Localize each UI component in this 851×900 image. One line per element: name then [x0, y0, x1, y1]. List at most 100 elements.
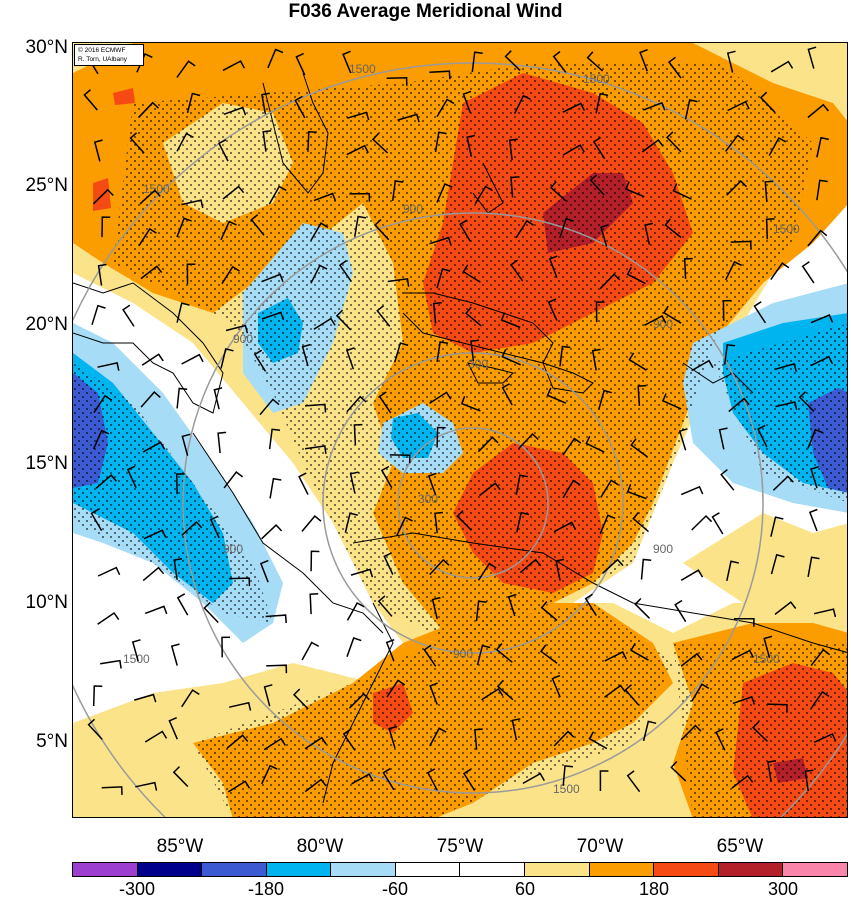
wind-barb: [92, 685, 103, 707]
wind-barb: [474, 185, 493, 204]
wind-barb: [813, 608, 837, 618]
wind-barb: [139, 189, 161, 205]
wind-barb: [667, 56, 682, 79]
wind-barb: [265, 614, 287, 624]
wind-barb: [93, 139, 103, 162]
map-panel: 1500 1500 1500 1500 1500 1500 1500 900 9…: [72, 42, 848, 818]
wind-barb: [186, 92, 201, 114]
wind-barb: [391, 180, 404, 201]
wind-barb: [501, 349, 522, 366]
wind-barb: [462, 264, 481, 283]
lon-label: 85°W: [156, 836, 204, 857]
wind-barb: [766, 703, 788, 713]
wind-barb: [553, 730, 575, 747]
wind-barb: [720, 469, 735, 491]
wind-barb: [261, 764, 278, 785]
wind-barb: [136, 53, 153, 73]
wind-barb: [510, 259, 524, 282]
wind-barb: [126, 465, 137, 489]
wind-barb: [142, 566, 165, 582]
wind-barb: [637, 384, 647, 407]
wind-barb: [267, 48, 284, 69]
wind-barb: [345, 347, 355, 370]
colorbar-segment: [654, 863, 719, 876]
wind-barb: [553, 521, 577, 533]
wind-barb: [600, 479, 619, 498]
wind-barb: [732, 695, 756, 705]
wind-barb: [335, 309, 352, 331]
wind-barb: [250, 214, 265, 236]
wind-barb: [595, 92, 609, 114]
wind-barb: [304, 403, 327, 413]
wind-barb: [774, 362, 798, 372]
wind-barb: [664, 218, 682, 239]
wind-barb: [209, 515, 220, 539]
wind-barb: [301, 343, 311, 367]
lat-label: 20°N: [25, 314, 68, 335]
wind-barb: [591, 348, 601, 371]
wind-barb: [731, 649, 754, 661]
wind-barb: [723, 343, 736, 365]
wind-barb: [181, 199, 204, 209]
wind-barb: [222, 60, 246, 72]
wind-barb: [547, 298, 558, 321]
contour-label: 900: [233, 332, 253, 346]
wind-barb: [628, 352, 647, 371]
colorbar-label: 180: [638, 879, 670, 899]
wind-barb: [304, 445, 327, 455]
wind-barb: [640, 558, 652, 580]
colorbar-segment: [266, 863, 332, 876]
wind-barb: [346, 395, 367, 413]
wind-barb: [540, 601, 558, 621]
wind-barb: [562, 479, 581, 499]
contour-label: 900: [653, 542, 673, 556]
wind-barb: [510, 176, 520, 198]
wind-barb: [810, 465, 819, 489]
wind-barb: [175, 473, 185, 495]
wind-barb: [456, 510, 473, 531]
wind-barb: [624, 684, 640, 706]
wind-barb: [176, 593, 189, 616]
wind-barb: [217, 431, 227, 454]
wind-barb: [354, 215, 367, 237]
wind-barb: [378, 391, 392, 414]
wind-barb: [630, 438, 648, 458]
colorbar-segment: [137, 863, 203, 876]
wind-barb: [810, 355, 834, 367]
wind-barb: [181, 433, 191, 456]
wind-barb: [338, 259, 352, 283]
wind-barb: [223, 470, 244, 489]
wind-barb: [429, 558, 450, 576]
wind-barb: [301, 515, 322, 532]
wind-barb: [722, 299, 732, 321]
wind-barb: [599, 273, 621, 290]
wind-barb: [97, 566, 121, 577]
wind-barb: [757, 424, 768, 448]
wind-barb: [87, 718, 103, 740]
wind-barb: [353, 423, 363, 446]
contour-label: 1500: [773, 222, 800, 236]
wind-barb: [140, 265, 163, 280]
wind-barb: [342, 50, 352, 74]
wind-barb: [225, 324, 249, 334]
wind-barb: [662, 305, 682, 324]
wind-barb: [436, 341, 449, 362]
colorbar-segment: [525, 863, 590, 876]
wind-barb: [508, 138, 518, 161]
wind-barb: [626, 266, 646, 285]
wind-barb: [100, 659, 122, 669]
wind-barb: [691, 359, 714, 372]
colorbar-label: -60: [381, 879, 409, 899]
wind-barb: [261, 273, 284, 283]
wind-barb: [350, 568, 374, 578]
wind-barb: [767, 760, 777, 782]
contour-label: 1500: [143, 182, 170, 196]
wind-barb: [555, 558, 565, 581]
contour-label: 300: [468, 357, 488, 371]
wind-barb: [586, 51, 604, 72]
wind-barb: [93, 394, 113, 414]
wind-barb: [680, 652, 703, 667]
wind-barb: [562, 144, 585, 156]
wind-barb: [730, 240, 752, 250]
wind-barb: [186, 263, 196, 285]
